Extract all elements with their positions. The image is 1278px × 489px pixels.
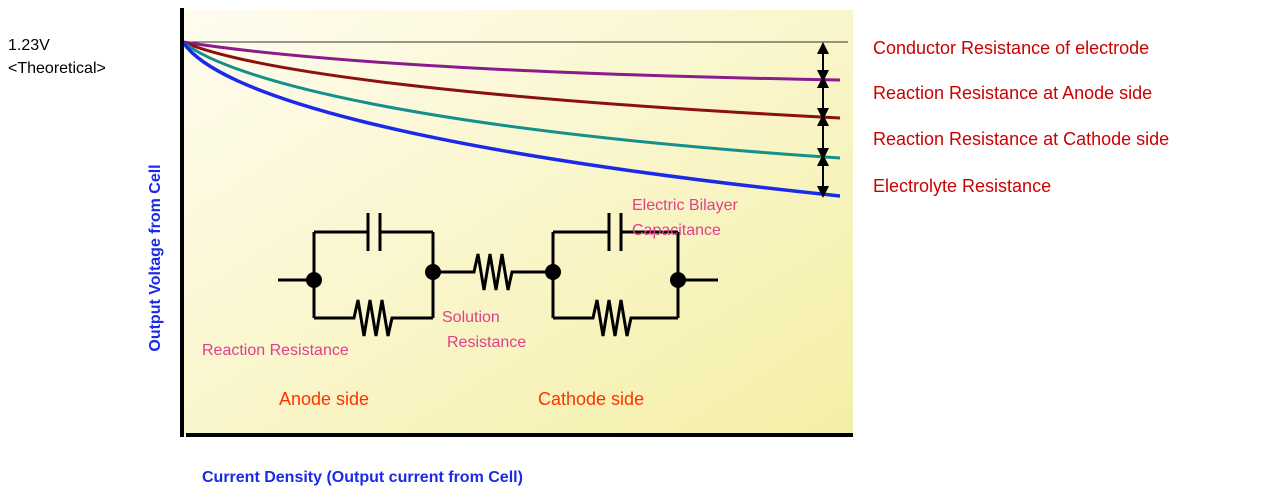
solution-resistor — [433, 253, 553, 291]
curve-electrolyte — [181, 41, 841, 198]
curve-anode — [182, 40, 841, 120]
theoretical-voltage-label: 1.23V — [8, 37, 50, 54]
plot-area — [183, 10, 853, 435]
legend-electrolyte: Electrolyte Resistance — [873, 176, 1051, 196]
circuit-nodes — [306, 264, 686, 288]
node — [545, 264, 561, 280]
legend-cathode: Reaction Resistance at Cathode side — [873, 129, 1169, 149]
curve-conductor — [182, 40, 841, 82]
legend-anode: Reaction Resistance at Anode side — [873, 83, 1152, 103]
cathode-side-label: Cathode side — [538, 389, 644, 409]
solution-label-line2: Resistance — [447, 334, 526, 351]
theoretical-tag-label: <Theoretical> — [8, 60, 106, 77]
bilayer-label-line1: Electric Bilayer — [632, 197, 738, 214]
anode-side-label: Anode side — [279, 389, 369, 409]
reaction-resistance-label: Reaction Resistance — [202, 342, 349, 359]
cathode-reaction-resistor — [553, 299, 678, 337]
x-axis-label: Current Density (Output current from Cel… — [202, 469, 523, 486]
legend-conductor: Conductor Resistance of electrode — [873, 38, 1149, 58]
y-axis-label: Output Voltage from Cell — [147, 164, 164, 351]
solution-label-line1: Solution — [442, 309, 500, 326]
node — [306, 272, 322, 288]
node — [425, 264, 441, 280]
bilayer-label-line2: Capacitance — [632, 222, 721, 239]
anode-reaction-resistor — [314, 299, 433, 337]
node — [670, 272, 686, 288]
curve-cathode — [182, 40, 841, 160]
